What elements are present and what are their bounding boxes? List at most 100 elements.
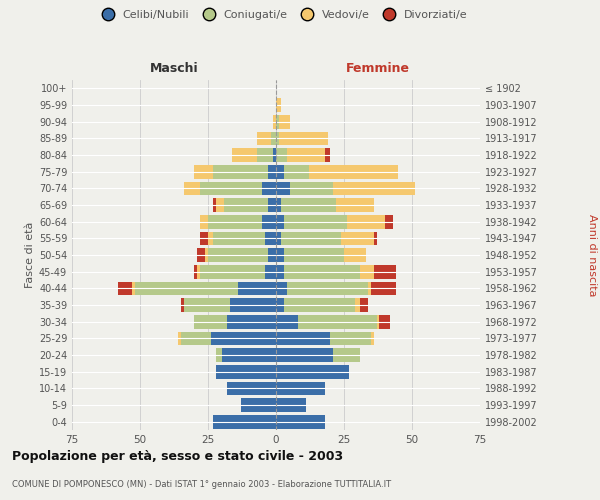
Bar — [276, 315, 298, 328]
Bar — [211, 332, 276, 345]
Bar — [361, 298, 368, 312]
Bar — [224, 198, 268, 212]
Bar — [333, 348, 361, 362]
Bar — [371, 282, 395, 295]
Bar — [208, 215, 262, 228]
Bar — [341, 232, 374, 245]
Bar — [377, 315, 379, 328]
Bar — [290, 182, 333, 195]
Bar — [216, 365, 276, 378]
Bar — [276, 98, 281, 112]
Bar — [284, 265, 361, 278]
Bar — [284, 215, 347, 228]
Bar — [194, 165, 214, 178]
Bar — [298, 315, 377, 328]
Bar — [276, 198, 281, 212]
Bar — [284, 165, 308, 178]
Bar — [214, 198, 216, 212]
Bar — [385, 215, 393, 228]
Bar — [371, 332, 374, 345]
Bar — [200, 182, 262, 195]
Bar — [276, 182, 290, 195]
Bar — [194, 315, 227, 328]
Bar — [276, 298, 284, 312]
Bar — [279, 132, 328, 145]
Text: Anni di nascita: Anni di nascita — [587, 214, 597, 296]
Text: Maschi: Maschi — [149, 62, 199, 75]
Bar — [181, 332, 211, 345]
Bar — [344, 248, 366, 262]
Bar — [336, 198, 374, 212]
Bar — [276, 382, 325, 395]
Bar — [118, 282, 132, 295]
Bar — [276, 265, 284, 278]
Bar — [230, 298, 276, 312]
Text: COMUNE DI POMPONESCO (MN) - Dati ISTAT 1° gennaio 2003 - Elaborazione TUTTITALIA: COMUNE DI POMPONESCO (MN) - Dati ISTAT 1… — [12, 480, 391, 489]
Legend: Celibi/Nubili, Coniugati/e, Vedovi/e, Divorziati/e: Celibi/Nubili, Coniugati/e, Vedovi/e, Di… — [92, 6, 472, 25]
Bar — [276, 282, 287, 295]
Bar — [287, 282, 368, 295]
Bar — [268, 248, 276, 262]
Bar — [276, 215, 284, 228]
Bar — [374, 232, 377, 245]
Bar — [265, 232, 276, 245]
Bar — [238, 282, 276, 295]
Bar — [273, 115, 276, 128]
Bar — [221, 348, 276, 362]
Bar — [232, 148, 257, 162]
Bar — [257, 132, 271, 145]
Bar — [197, 248, 205, 262]
Bar — [279, 115, 290, 128]
Bar — [284, 248, 344, 262]
Bar — [184, 298, 230, 312]
Bar — [268, 198, 276, 212]
Bar — [276, 132, 279, 145]
Bar — [205, 248, 208, 262]
Bar — [208, 248, 268, 262]
Bar — [368, 282, 371, 295]
Bar — [214, 232, 265, 245]
Bar — [227, 382, 276, 395]
Bar — [200, 215, 208, 228]
Bar — [194, 265, 197, 278]
Bar — [216, 348, 221, 362]
Bar — [276, 332, 331, 345]
Bar — [276, 248, 284, 262]
Bar — [273, 148, 276, 162]
Bar — [276, 165, 284, 178]
Bar — [257, 148, 273, 162]
Bar — [281, 232, 341, 245]
Bar — [276, 148, 287, 162]
Bar — [134, 282, 238, 295]
Bar — [262, 182, 276, 195]
Bar — [347, 215, 385, 228]
Bar — [265, 265, 276, 278]
Bar — [214, 415, 276, 428]
Bar — [379, 315, 390, 328]
Bar — [284, 298, 355, 312]
Bar — [208, 232, 214, 245]
Bar — [132, 282, 134, 295]
Bar — [262, 215, 276, 228]
Bar — [178, 332, 181, 345]
Bar — [200, 232, 208, 245]
Bar — [276, 115, 279, 128]
Bar — [276, 232, 281, 245]
Bar — [333, 182, 415, 195]
Bar — [374, 265, 395, 278]
Bar — [287, 148, 325, 162]
Bar — [227, 315, 276, 328]
Bar — [184, 182, 200, 195]
Bar — [308, 165, 398, 178]
Bar — [355, 298, 361, 312]
Bar — [276, 398, 306, 412]
Bar — [325, 148, 331, 162]
Bar — [281, 198, 336, 212]
Bar — [271, 132, 276, 145]
Bar — [361, 265, 374, 278]
Text: Popolazione per età, sesso e stato civile - 2003: Popolazione per età, sesso e stato civil… — [12, 450, 343, 463]
Bar — [276, 365, 349, 378]
Y-axis label: Fasce di età: Fasce di età — [25, 222, 35, 288]
Bar — [268, 165, 276, 178]
Bar — [216, 198, 224, 212]
